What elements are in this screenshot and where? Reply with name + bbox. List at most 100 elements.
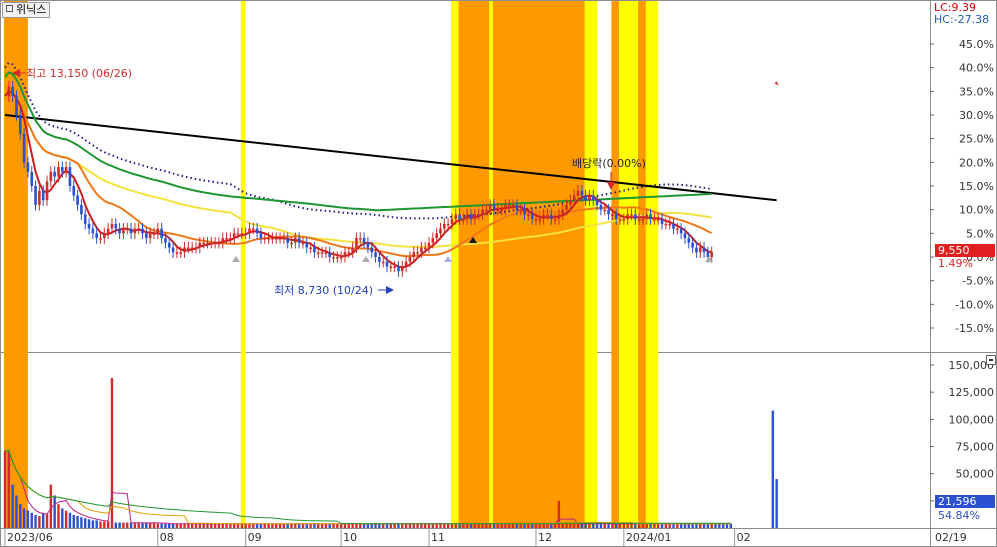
candle-body <box>156 228 160 234</box>
candle-body <box>542 214 545 220</box>
candle-body <box>443 223 446 229</box>
ma-dotted-line <box>4 61 712 220</box>
candle-body <box>389 266 393 268</box>
volume-bar <box>91 520 95 528</box>
volume-bar <box>466 523 469 528</box>
volume-bar <box>672 523 675 528</box>
candle-body <box>45 181 49 201</box>
candle-body <box>504 204 507 210</box>
candle-body <box>286 238 289 243</box>
candle-body <box>446 223 450 226</box>
candle-body <box>106 228 110 234</box>
volume-bar <box>446 523 450 528</box>
volume-bar <box>328 523 331 528</box>
tick-marker-icon <box>775 81 779 85</box>
volume-bar <box>110 378 114 528</box>
volume-bar <box>179 523 182 528</box>
candle-body <box>64 167 68 172</box>
candle-body <box>538 219 542 221</box>
volume-bar <box>126 522 129 528</box>
volume-bar <box>729 523 732 528</box>
volume-tick-label: 125,000 <box>949 386 995 399</box>
ticker-name: 위닉스 <box>16 3 47 16</box>
candle-body <box>637 219 641 221</box>
candle-body <box>439 228 442 234</box>
volume-bar <box>122 522 125 528</box>
volume-bar <box>431 523 435 528</box>
volume-ma60-line <box>5 450 731 525</box>
volume-bar <box>114 522 117 528</box>
candle-body <box>95 233 98 239</box>
candle-body <box>496 209 500 212</box>
volume-bar <box>3 450 7 528</box>
candle-body <box>34 186 37 205</box>
signal-marker-icon <box>232 256 240 262</box>
volume-bar <box>141 523 144 528</box>
volume-bar <box>725 523 729 528</box>
band-orange-3 <box>458 1 491 528</box>
volume-bar <box>370 523 373 528</box>
candle-body <box>702 247 706 253</box>
volume-bar <box>584 523 587 528</box>
candle-body <box>477 214 480 216</box>
candle-body <box>91 228 95 234</box>
candle-body <box>473 214 477 220</box>
volume-bar <box>137 523 140 528</box>
candle-body <box>549 214 553 220</box>
candle-body <box>213 242 217 245</box>
signal-marker-icon <box>705 256 713 262</box>
candle-body <box>267 238 270 240</box>
volume-bar <box>183 523 186 528</box>
candle-body <box>11 86 14 97</box>
candle-body <box>164 238 167 243</box>
candle-body <box>519 209 522 212</box>
band-yellow-2 <box>450 1 460 528</box>
volume-bar <box>324 523 328 528</box>
candle-body <box>72 186 76 196</box>
volume-bar <box>645 523 648 528</box>
volume-bar <box>504 523 507 528</box>
volume-bar <box>26 510 30 528</box>
volume-bar <box>527 523 530 528</box>
volume-bar <box>42 512 45 528</box>
price-tick-label: -5.0% <box>962 275 994 288</box>
candle-body <box>179 252 183 254</box>
volume-bar <box>393 523 396 528</box>
ticker-tab[interactable]: 위닉스 <box>2 2 51 18</box>
date-tick-label: 2023/06 <box>7 531 53 544</box>
candle-body <box>385 261 389 267</box>
candle-body <box>148 233 152 239</box>
candle-body <box>500 209 503 212</box>
candle-body <box>263 238 267 240</box>
volume-bar <box>473 523 477 528</box>
candle-body <box>80 204 83 215</box>
candle-body <box>187 247 190 250</box>
candle-body <box>656 219 660 221</box>
volume-bar <box>244 523 247 528</box>
volume-bar <box>416 523 419 528</box>
volume-bar <box>248 523 251 528</box>
volume-bar <box>118 522 121 528</box>
candle-body <box>527 214 530 216</box>
candle-body <box>374 252 377 257</box>
volume-bar <box>225 523 228 528</box>
volume-tick-label: 150,000 <box>949 359 995 372</box>
volume-bar <box>221 523 224 528</box>
candle-body <box>320 252 324 254</box>
volume-bar <box>404 523 408 528</box>
price-tag-value: 9,550 <box>938 244 970 257</box>
candle-body <box>259 233 263 239</box>
candle-body <box>553 219 557 221</box>
date-tick-label: 08 <box>160 531 174 544</box>
panel-minimize-icon[interactable] <box>986 355 996 365</box>
price-tick-label: -10.0% <box>955 298 994 311</box>
date-tick-label: 11 <box>431 531 445 544</box>
band-orange-0 <box>4 1 28 528</box>
volume-bar <box>706 523 710 528</box>
candle-body <box>76 195 79 205</box>
candle-body <box>458 214 461 220</box>
volume-bar <box>87 519 91 528</box>
volume-bar <box>236 523 240 528</box>
candle-body <box>523 209 526 215</box>
